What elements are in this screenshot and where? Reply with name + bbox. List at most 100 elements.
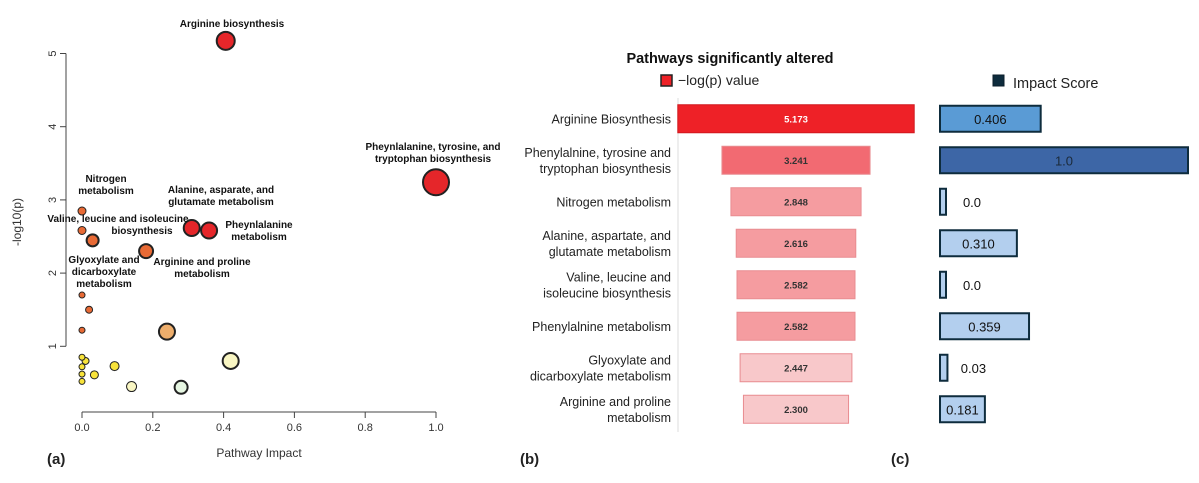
point-annotation: Pheynlalanine metabolism [225, 220, 293, 243]
panel-label-c: (c) [891, 451, 910, 468]
panel-label-b: (b) [520, 451, 540, 468]
pathway-label: Alanine, aspartate, and glutamate metabol… [542, 229, 671, 259]
scatter-point [173, 379, 189, 395]
pathway-label-line: Alanine, aspartate, and [542, 229, 671, 243]
scatter-point [138, 243, 155, 260]
pathway-label: Arginine and proline metabolism [560, 395, 671, 425]
legend-label-logp: −log(p) value [678, 72, 760, 88]
point-annotation: Valine, leucine and isoleucine biosynthes… [47, 214, 189, 237]
pathway-label-line: metabolism [607, 411, 671, 425]
scatter-point [182, 219, 201, 238]
scatter-point [157, 322, 176, 341]
scatter-point [78, 353, 86, 361]
pathway-label-line: glutamate metabolism [549, 245, 671, 259]
pathway-label-line: Arginine Biosynthesis [551, 112, 671, 126]
pathway-label-line: Nitrogen metabolism [556, 195, 671, 209]
logp-bar-value: 2.616 [784, 239, 808, 250]
impact-bar-value: 1.0 [1055, 153, 1073, 168]
logp-bar-value: 2.582 [784, 280, 808, 291]
scatter-point [78, 370, 86, 378]
point-annotation-line: metabolism [78, 186, 134, 197]
pathway-label: Nitrogen metabolism [556, 195, 671, 209]
point-annotation-line: metabolism [174, 269, 230, 280]
logp-bar-value: 2.447 [784, 363, 808, 374]
pathway-label-line: Glyoxylate and [588, 353, 671, 367]
pathway-label-line: Valine, leucine and [566, 270, 671, 284]
x-axis-title: Pathway Impact [216, 446, 302, 460]
scatter-point [78, 326, 86, 334]
scatter-point [422, 168, 450, 197]
pathway-label: Arginine Biosynthesis [551, 112, 671, 126]
point-annotation-line: Pheynlalanine, tyrosine, and [365, 142, 500, 153]
pathway-label-line: isoleucine biosynthesis [543, 286, 671, 300]
bar-chart-title: Pathways significantly altered [626, 51, 833, 67]
pathway-label-line: Arginine and proline [560, 395, 671, 409]
logp-bar [721, 145, 871, 175]
scatter-panel: 0.0 0.2 0.4 0.6 0.8 1.0 1 2 3 4 5 Pathway Impact -lo… [10, 19, 501, 460]
y-tick-label: 1 [47, 343, 59, 349]
impact-bar-value: 0.406 [974, 112, 1007, 127]
logp-bar [736, 270, 856, 300]
y-tick-label: 5 [47, 50, 59, 56]
scatter-point [126, 381, 138, 393]
pathway-label-line: tryptophan biosynthesis [540, 162, 671, 176]
scatter-point [77, 206, 87, 216]
point-annotation: Arginine and proline metabolism [153, 257, 251, 280]
point-annotation-line: Arginine biosynthesis [180, 19, 285, 30]
x-tick-label: 0.6 [287, 422, 302, 434]
x-tick-label: 0.0 [74, 422, 89, 434]
impact-bar [939, 395, 986, 424]
log-p-bar-panel: Pathways significantly altered −log(p) va… [524, 51, 915, 432]
scatter-point [200, 221, 219, 240]
impact-bar [939, 104, 1042, 133]
point-annotation-line: Arginine and proline [153, 257, 251, 268]
scatter-point [78, 291, 86, 299]
y-tick-label: 2 [47, 270, 59, 276]
impact-bar [939, 146, 1189, 175]
logp-bar-value: 3.241 [784, 156, 808, 167]
logp-bar-value: 2.300 [784, 405, 808, 416]
logp-bar-value: 2.582 [784, 322, 808, 333]
logp-bar [736, 311, 856, 341]
logp-bar-value: 5.173 [784, 114, 808, 125]
impact-bar [939, 353, 949, 382]
impact-bar-value: 0.359 [968, 319, 1001, 334]
point-annotation: Arginine biosynthesis [180, 19, 285, 30]
logp-bar-value: 2.848 [784, 197, 808, 208]
legend-swatch-logp [660, 74, 673, 87]
point-annotation: Nitrogen metabolism [78, 174, 134, 197]
legend-label-impact: Impact Score [1013, 76, 1098, 92]
scatter-point [78, 363, 86, 371]
pathway-label-line: dicarboxylate metabolism [530, 369, 671, 383]
point-annotation-line: biosynthesis [111, 226, 173, 237]
panel-label-a: (a) [47, 451, 66, 468]
y-axis-title: -log10(p) [10, 198, 24, 246]
scatter-point [89, 370, 99, 380]
pathway-label: Glyoxylate and dicarboxylate metabolism [530, 353, 671, 383]
pathway-label-line: Phenylalnine metabolism [532, 320, 671, 334]
point-annotation-line: Pheynlalanine [225, 220, 293, 231]
scatter-point [85, 305, 94, 314]
point-annotation: Pheynlalanine, tyrosine, and tryptophan b… [365, 142, 500, 165]
point-annotation-line: Valine, leucine and isoleucine [47, 214, 189, 225]
logp-bar [735, 228, 857, 258]
point-annotation-line: Nitrogen [85, 174, 126, 185]
point-annotation-line: glutamate metabolism [168, 197, 274, 208]
impact-bar-value: 0.0 [963, 278, 981, 293]
legend-swatch-impact [992, 74, 1005, 87]
scatter-point [221, 351, 240, 370]
scatter-point [78, 377, 86, 385]
logp-bar [742, 394, 850, 424]
logp-bar [677, 104, 915, 134]
point-annotation-line: metabolism [231, 232, 287, 243]
x-tick-label: 1.0 [428, 422, 443, 434]
scatter-point [85, 233, 100, 248]
logp-bar [739, 353, 853, 383]
y-tick-label: 3 [47, 197, 59, 203]
scatter-point [215, 30, 236, 51]
impact-bar-value: 0.0 [963, 195, 981, 210]
x-tick-label: 0.8 [358, 422, 373, 434]
point-annotation-line: metabolism [76, 279, 132, 290]
impact-bar [939, 229, 1018, 258]
